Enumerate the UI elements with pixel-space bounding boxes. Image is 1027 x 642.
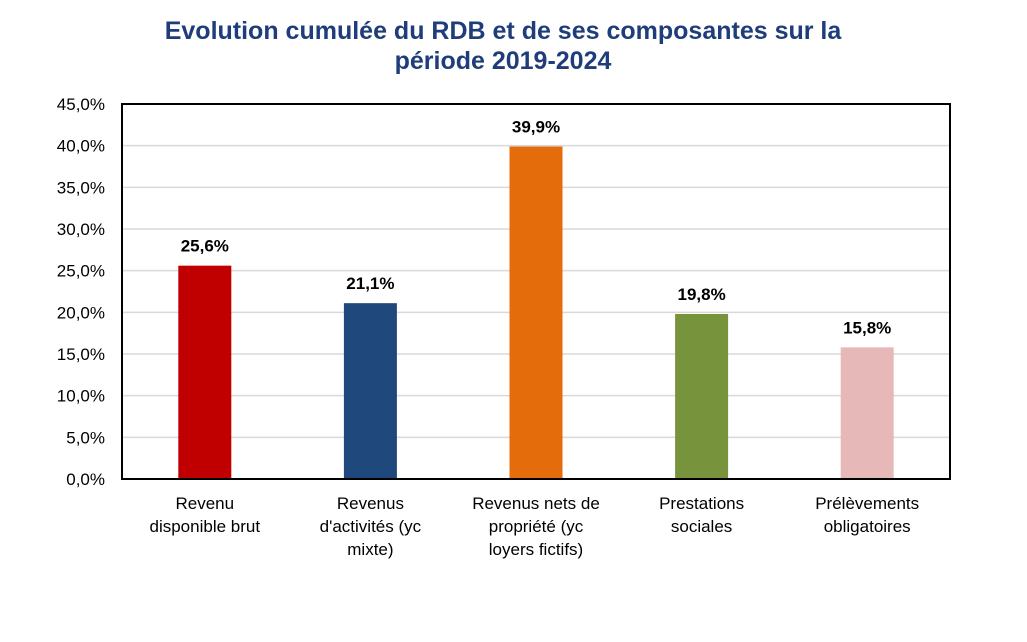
bar (509, 146, 563, 479)
y-tick-label: 15,0% (57, 345, 105, 364)
x-category-label: Revenus (337, 494, 404, 513)
bar-data-label: 21,1% (346, 274, 394, 293)
x-category-label: sociales (671, 517, 732, 536)
data-labels: 25,6% 21,1% 39,9% 19,8% 15,8% (181, 118, 892, 338)
x-category-label: Revenus nets de (472, 494, 600, 513)
x-category-label: obligatoires (824, 517, 911, 536)
x-category-label: Prestations (659, 494, 744, 513)
chart-title-line-2: période 2019-2024 (395, 47, 612, 75)
y-axis-ticks: 0,0% 5,0% 10,0% 15,0% 20,0% 25,0% 30,0% 35,0% 40… (57, 95, 105, 489)
x-category-label: Prélèvements (815, 494, 919, 513)
bar-data-label: 15,8% (843, 318, 891, 337)
y-tick-label: 35,0% (57, 178, 105, 197)
x-axis-categories: Revenu disponible brut Revenus d'activités … (150, 494, 920, 559)
y-tick-label: 25,0% (57, 262, 105, 281)
y-tick-label: 45,0% (57, 95, 105, 114)
x-category-label: mixte) (347, 540, 393, 559)
y-tick-label: 40,0% (57, 137, 105, 156)
bar-data-label: 19,8% (677, 285, 725, 304)
chart-title-line-1: Evolution cumulée du RDB et de ses compo… (165, 17, 843, 45)
bar (343, 303, 397, 479)
y-tick-label: 10,0% (57, 387, 105, 406)
bar (178, 265, 232, 479)
y-tick-label: 30,0% (57, 220, 105, 239)
x-category-label: d'activités (yc (320, 517, 422, 536)
bar (840, 347, 894, 479)
x-category-label: loyers fictifs) (489, 540, 583, 559)
bar-data-label: 39,9% (512, 118, 560, 137)
y-tick-label: 0,0% (66, 470, 105, 489)
y-tick-label: 20,0% (57, 303, 105, 322)
x-category-label: propriété (yc (489, 517, 584, 536)
x-category-label: disponible brut (150, 517, 261, 536)
bar-data-label: 25,6% (181, 237, 229, 256)
plot-area-frame (121, 103, 951, 480)
bar (675, 314, 729, 479)
y-tick-label: 5,0% (66, 428, 105, 447)
bars (178, 146, 894, 479)
x-category-label: Revenu (175, 494, 234, 513)
